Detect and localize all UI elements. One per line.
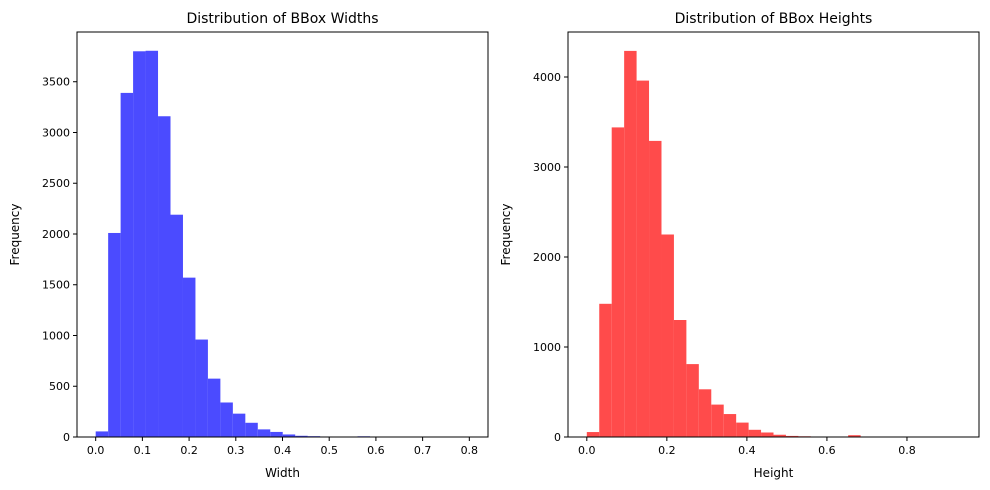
chart-heights: Distribution of BBox Heights Height Freq…: [499, 11, 980, 480]
histogram-bar: [686, 364, 699, 437]
x-tick-label: 0.2: [658, 444, 676, 457]
histogram-bar: [195, 339, 208, 437]
histogram-bar: [182, 277, 196, 437]
x-tick-label: 0.7: [414, 444, 432, 457]
histogram-bar: [748, 429, 762, 437]
y-axis-ticks: 0 1000 2000 3000 4000: [533, 71, 568, 444]
chart-title: Distribution of BBox Widths: [186, 11, 378, 27]
chart-title: Distribution of BBox Heights: [675, 11, 873, 27]
y-tick-label: 4000: [533, 71, 561, 84]
x-tick-label: 0.2: [180, 444, 198, 457]
histogram-bar: [295, 435, 308, 437]
y-tick-label: 3000: [42, 126, 70, 139]
y-tick-label: 2000: [533, 251, 561, 264]
x-axis-label: Height: [754, 466, 794, 480]
plot-frame: [76, 31, 489, 438]
y-tick-label: 500: [49, 380, 70, 393]
histogram-bar: [282, 434, 296, 437]
histogram-bar: [661, 234, 674, 437]
x-tick-label: 0.3: [227, 444, 245, 457]
histogram-bar: [245, 422, 258, 437]
histogram-bar: [611, 127, 625, 438]
x-tick-label: 0.8: [898, 444, 916, 457]
histogram-bar: [145, 50, 159, 437]
y-tick-label: 1000: [533, 341, 561, 354]
x-tick-label: 0.1: [134, 444, 152, 457]
histogram-bar: [207, 378, 221, 437]
x-tick-label: 0.6: [367, 444, 385, 457]
histogram-bar: [599, 303, 612, 437]
x-tick-label: 0.6: [818, 444, 836, 457]
histogram-bar: [120, 92, 134, 437]
bars: [95, 50, 470, 438]
y-axis-ticks: 0 500 1000 1500 2000 2500 3000 3500: [42, 76, 77, 444]
histogram-bar: [232, 413, 246, 437]
histogram-bar: [95, 431, 109, 437]
histogram-bar: [736, 422, 749, 437]
y-axis-label: Frequency: [499, 204, 513, 266]
histogram-bar: [673, 320, 687, 437]
histogram-bar: [848, 435, 861, 437]
y-tick-label: 1500: [42, 279, 70, 292]
histogram-bar: [773, 434, 786, 437]
histogram-bar: [785, 435, 799, 437]
histogram-bar: [108, 232, 121, 437]
chart-widths: Distribution of BBox Widths Width Freque…: [8, 11, 489, 480]
y-tick-label: 3000: [533, 161, 561, 174]
histogram-bar: [649, 140, 662, 437]
y-tick-label: 0: [63, 431, 70, 444]
x-tick-label: 0.5: [320, 444, 338, 457]
x-tick-label: 0.4: [274, 444, 292, 457]
y-tick-label: 3500: [42, 76, 70, 89]
histogram-bar: [133, 51, 146, 438]
y-tick-label: 1000: [42, 329, 70, 342]
x-axis-ticks: 0.0 0.1 0.2 0.3 0.4 0.5 0.6 0.7 0.8: [87, 437, 478, 457]
x-tick-label: 0.4: [738, 444, 756, 457]
histogram-bar: [624, 50, 637, 438]
y-axis-label: Frequency: [8, 204, 22, 266]
x-axis-label: Width: [265, 466, 300, 480]
histogram-bar: [711, 404, 724, 437]
bars: [586, 50, 961, 438]
histogram-bar: [257, 429, 271, 437]
y-tick-label: 2000: [42, 228, 70, 241]
histogram-bar: [586, 432, 600, 437]
histogram-bar: [723, 414, 737, 437]
x-tick-label: 0.8: [461, 444, 479, 457]
y-tick-label: 2500: [42, 177, 70, 190]
histogram-bar: [761, 432, 774, 437]
y-tick-label: 0: [554, 431, 561, 444]
histogram-bar: [698, 389, 712, 437]
x-tick-label: 0.0: [87, 444, 105, 457]
histogram-bar: [270, 431, 283, 437]
histogram-bar: [636, 80, 650, 437]
histogram-bar: [170, 214, 183, 437]
plot-frame: [567, 31, 980, 438]
histogram-bar: [158, 116, 171, 438]
histogram-bar: [220, 402, 233, 437]
x-axis-ticks: 0.0 0.2 0.4 0.6 0.8: [578, 437, 916, 457]
x-tick-label: 0.0: [578, 444, 596, 457]
